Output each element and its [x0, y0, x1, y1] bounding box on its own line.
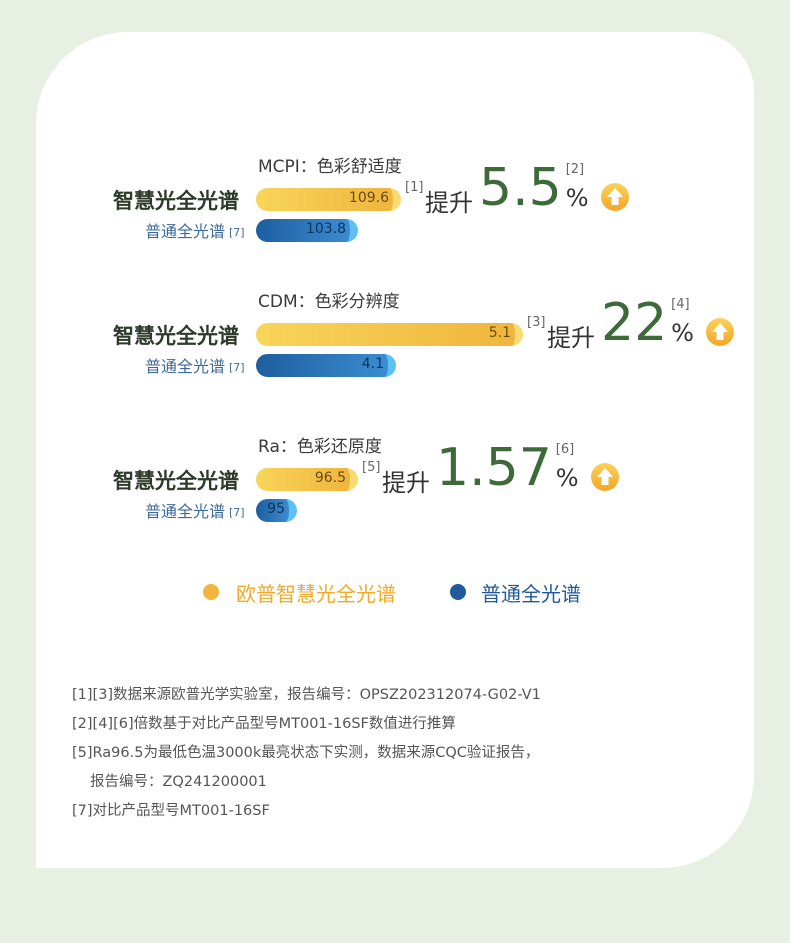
normal-row-ref: [7] [229, 506, 245, 519]
increase-ref: [6] [555, 442, 575, 457]
content-card [36, 32, 754, 868]
increase-value: 5.5 [479, 158, 562, 218]
smart-row-label: 智慧光全光谱 [113, 324, 239, 348]
smart-ref: [1] [405, 180, 424, 195]
normal-row-text: 普通全光谱 [145, 502, 226, 521]
normal-value-label: 95 [267, 501, 285, 517]
normal-bar: 95 [256, 499, 297, 522]
footnote-5: [7]对比产品型号MT001-16SF [72, 803, 270, 819]
increase-prefix: 提升 [382, 469, 430, 497]
normal-bar: 4.1 [256, 354, 396, 377]
normal-row-ref: [7] [229, 361, 245, 374]
normal-row-text: 普通全光谱 [145, 222, 226, 241]
smart-bar: 109.6 [256, 188, 401, 211]
increase-prefix: 提升 [547, 324, 595, 352]
legend-normal-label: 普通全光谱 [481, 582, 581, 606]
normal-row-text: 普通全光谱 [145, 357, 226, 376]
footnote-1: [1][3]数据来源欧普光学实验室，报告编号：OPSZ202312074-G02… [72, 687, 541, 703]
metric-title: MCPI：色彩舒适度 [258, 157, 402, 177]
smart-ref: [3] [527, 315, 546, 330]
normal-row-ref: [7] [229, 226, 245, 239]
normal-value-label: 4.1 [361, 356, 384, 372]
increase-prefix: 提升 [425, 189, 473, 217]
increase-unit: % [565, 184, 589, 212]
increase-value: 22 [601, 293, 668, 353]
legend-smart-label: 欧普智慧光全光谱 [236, 582, 396, 606]
increase-unit: % [555, 464, 579, 492]
increase-value: 1.57 [436, 438, 552, 498]
metric-title: CDM：色彩分辨度 [258, 292, 400, 312]
legend-normal-dot [450, 584, 466, 600]
normal-value-label: 103.8 [305, 221, 346, 237]
up-arrow-icon [590, 462, 620, 492]
footnote-4: 报告编号：ZQ241200001 [90, 774, 267, 790]
increase-unit: % [671, 319, 694, 347]
normal-bar: 103.8 [256, 219, 358, 242]
increase-ref: [4] [671, 297, 690, 312]
legend-smart-dot [203, 584, 219, 600]
normal-row-label: 普通全光谱 [7] [145, 498, 245, 522]
footnote-3: [5]Ra96.5为最低色温3000k最亮状态下实测，数据来源CQC验证报告， [72, 745, 540, 761]
normal-row-label: 普通全光谱 [7] [145, 353, 245, 377]
smart-bar: 96.5 [256, 468, 358, 491]
metric-title: Ra：色彩还原度 [258, 437, 382, 457]
smart-ref: [5] [362, 460, 381, 475]
smart-value-label: 96.5 [314, 470, 346, 486]
smart-value-label: 5.1 [488, 325, 511, 341]
smart-row-label: 智慧光全光谱 [113, 189, 239, 213]
normal-row-label: 普通全光谱 [7] [145, 218, 245, 242]
smart-value-label: 109.6 [348, 190, 389, 206]
up-arrow-icon [600, 182, 630, 212]
smart-row-label: 智慧光全光谱 [113, 469, 239, 493]
up-arrow-icon [705, 317, 735, 347]
footnote-2: [2][4][6]倍数基于对比产品型号MT001-16SF数值进行推算 [72, 716, 456, 732]
smart-bar: 5.1 [256, 323, 523, 346]
increase-ref: [2] [565, 162, 585, 177]
